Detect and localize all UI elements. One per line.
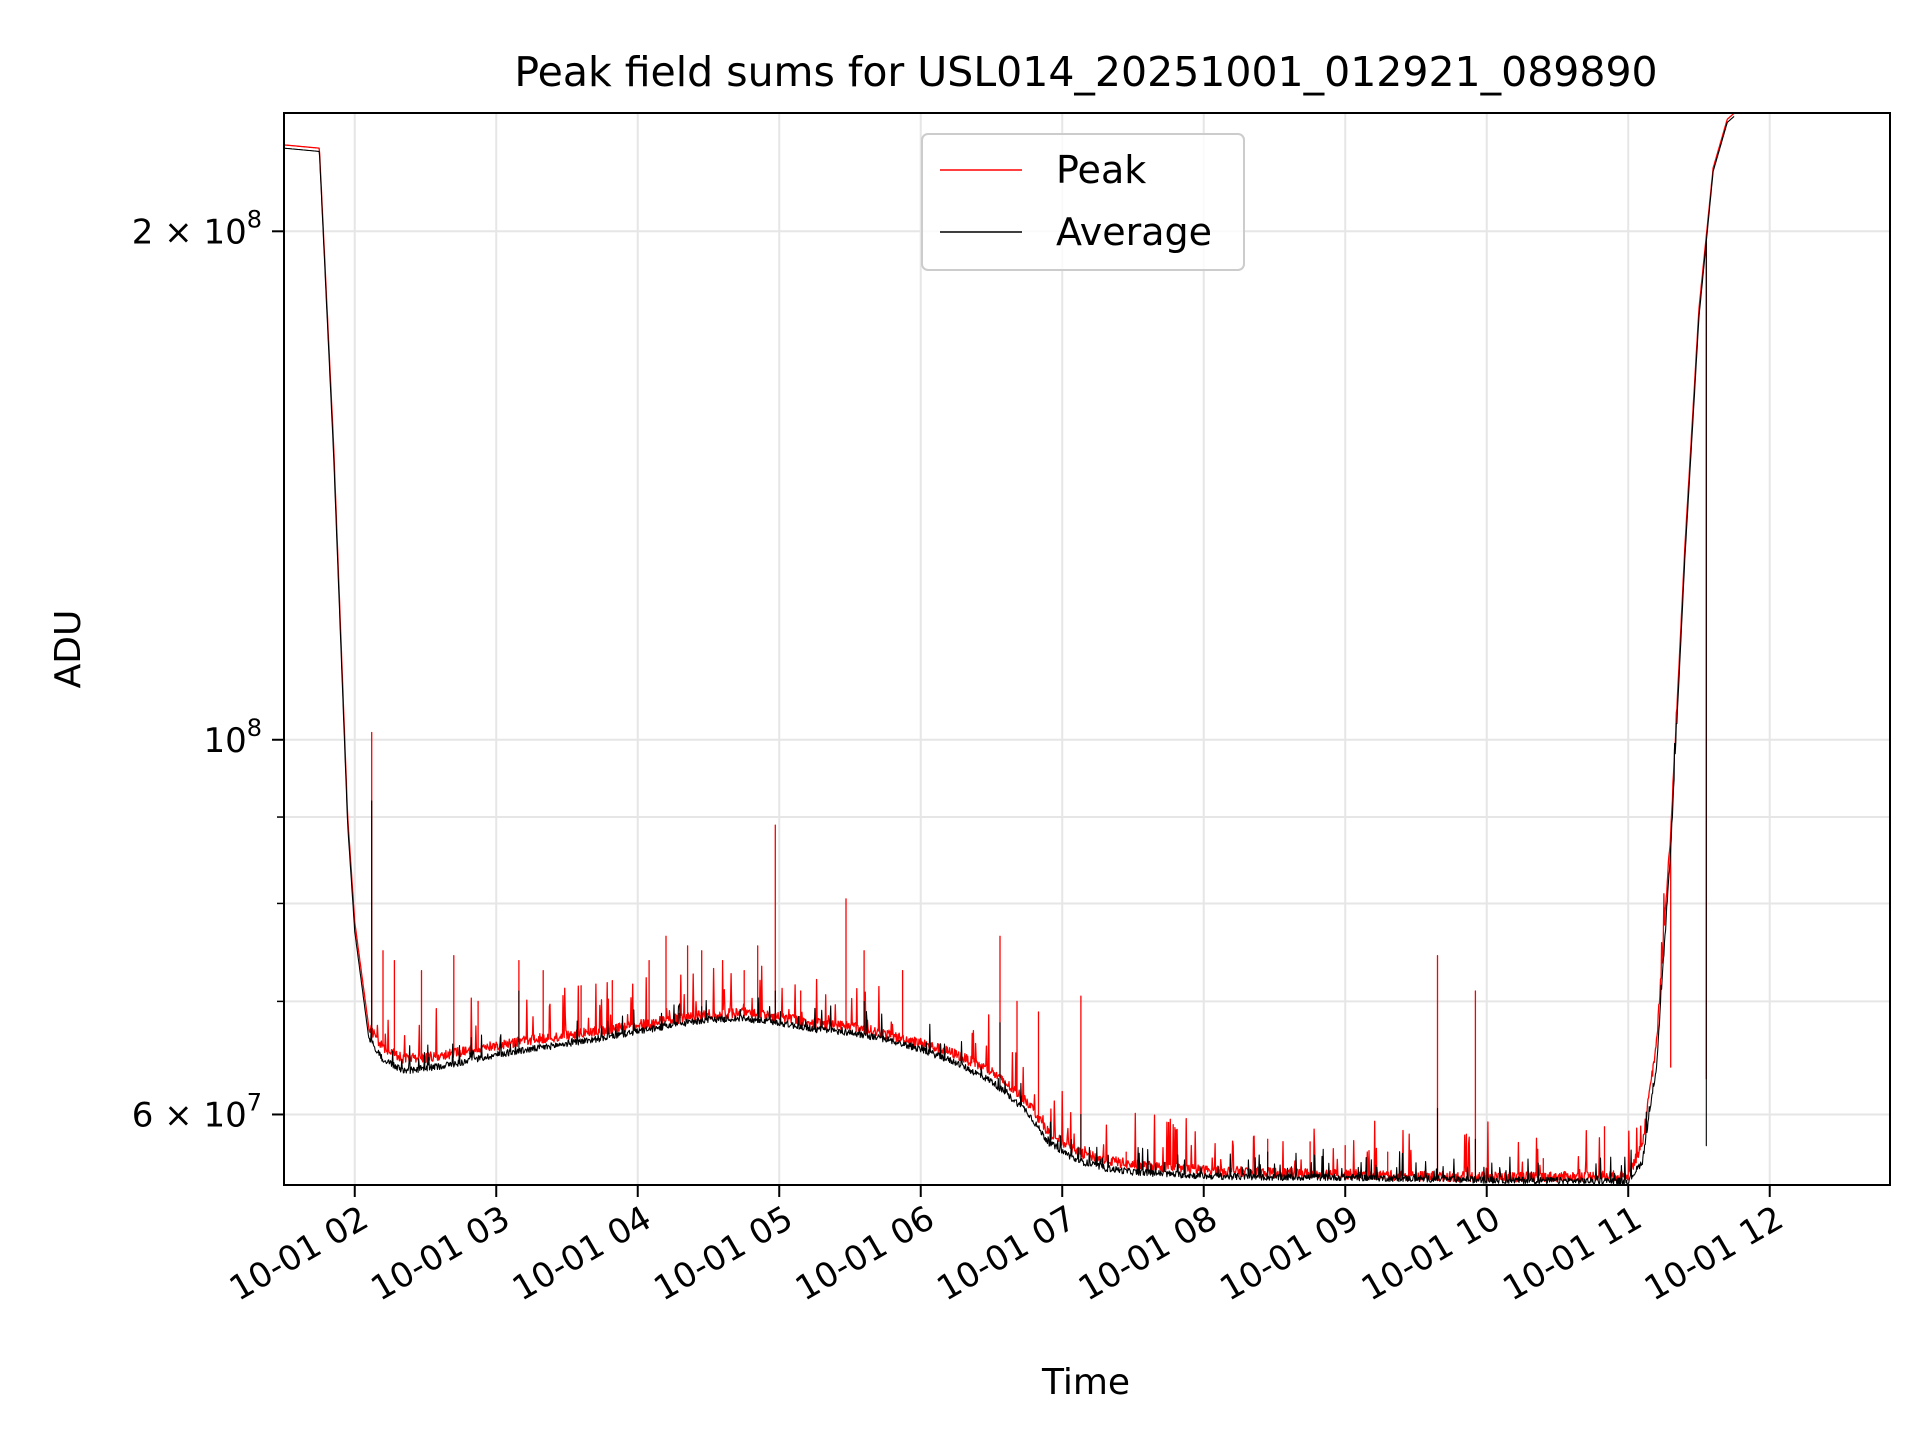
x-axis-label: Time	[1041, 1362, 1130, 1403]
y-axis-label: ADU	[48, 610, 89, 689]
legend-box	[921, 133, 1245, 271]
plot-area	[283, 112, 1891, 1186]
series-layer	[284, 113, 1735, 1185]
y-tick-label: 108	[203, 714, 262, 761]
y-tick-label: 2 × 108	[132, 205, 262, 252]
chart-title: Peak field sums for USL014_20251001_0129…	[514, 48, 1657, 96]
y-tick-label: 6 × 107	[132, 1088, 262, 1135]
y-axis: 6 × 107 108 2 × 108	[132, 205, 284, 1135]
legend-label-average: Average	[1056, 210, 1212, 254]
legend: Peak Average	[921, 133, 1245, 271]
series-line-average	[284, 115, 1735, 1185]
legend-label-peak: Peak	[1056, 148, 1146, 192]
